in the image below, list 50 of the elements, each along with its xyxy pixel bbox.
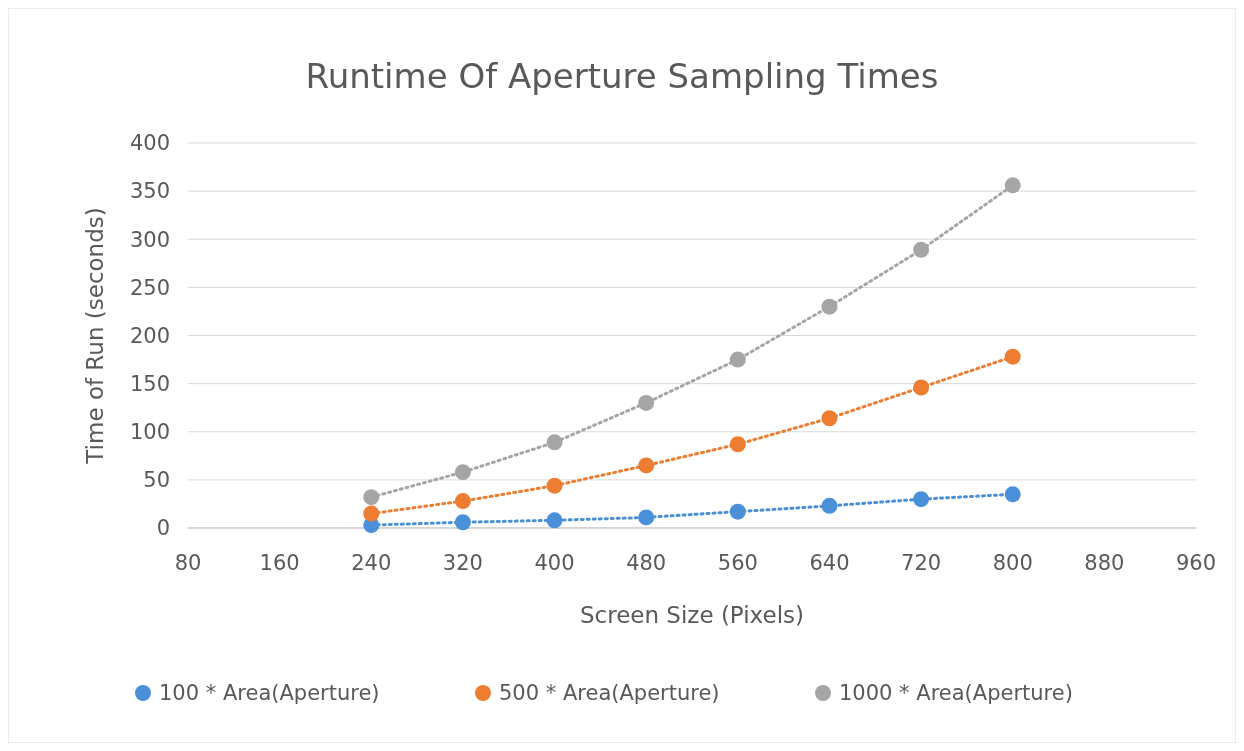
x-tick-label: 640 [809, 551, 850, 575]
point [729, 351, 746, 368]
point [821, 410, 838, 427]
point [363, 505, 380, 522]
point [454, 493, 471, 510]
legend-label: 100 * Area(Aperture) [159, 681, 380, 706]
y-tick-label: 350 [129, 179, 170, 204]
x-tick-label: 720 [901, 551, 942, 575]
point [821, 298, 838, 315]
x-tick-label: 800 [992, 551, 1033, 575]
point [913, 379, 930, 396]
y-tick-label: 100 [129, 420, 170, 445]
x-tick-label: 880 [1084, 551, 1125, 575]
y-tick-label: 200 [129, 323, 170, 348]
y-axis-title: Time of Run (seconds) [82, 207, 108, 465]
point [546, 434, 563, 451]
y-tick-label: 400 [129, 131, 170, 156]
y-tick-label: 50 [143, 468, 170, 493]
x-tick-label: 320 [442, 551, 483, 575]
x-tick-label: 480 [626, 551, 667, 575]
point [729, 436, 746, 453]
point [546, 477, 563, 494]
y-tick-label: 0 [156, 516, 170, 541]
point [1004, 177, 1021, 194]
point [913, 491, 930, 508]
x-tick-label: 80 [174, 551, 202, 575]
legend-label: 500 * Area(Aperture) [499, 681, 720, 706]
point [1004, 348, 1021, 365]
x-tick-label: 560 [717, 551, 758, 575]
point [913, 241, 930, 258]
x-tick-label: 160 [259, 551, 300, 575]
point [821, 497, 838, 514]
chart-title: Runtime Of Aperture Sampling Times [305, 56, 939, 96]
point [638, 457, 655, 474]
x-axis-title: Screen Size (Pixels) [579, 602, 805, 628]
point [363, 489, 380, 506]
point [1004, 486, 1021, 503]
point [729, 503, 746, 520]
point [638, 509, 655, 526]
point [546, 512, 563, 529]
x-tick-label: 400 [534, 551, 575, 575]
x-tick-label: 240 [351, 551, 392, 575]
legend-label: 1000 * Area(Aperture) [839, 681, 1073, 706]
point [454, 514, 471, 531]
point [454, 464, 471, 481]
y-tick-label: 150 [129, 371, 170, 396]
y-tick-label: 250 [129, 275, 170, 300]
x-tick-label: 960 [1175, 551, 1217, 575]
point [638, 394, 655, 411]
y-tick-label: 300 [129, 227, 170, 252]
